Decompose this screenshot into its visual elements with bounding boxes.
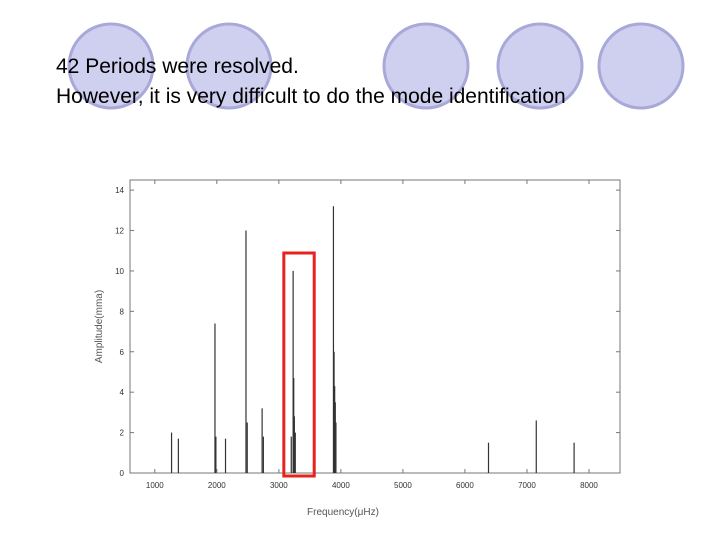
- peaks: [170, 206, 575, 473]
- decor-circle-1: [67, 22, 155, 110]
- x-tick-label: 7000: [518, 481, 536, 490]
- y-axis-ticks: 0 2 4 6 8 10 12 14: [115, 186, 620, 478]
- plot-frame: [129, 179, 621, 474]
- x-tick-label: 2000: [208, 481, 226, 490]
- y-tick-label: 8: [120, 307, 125, 316]
- y-tick-label: 14: [115, 186, 124, 195]
- y-axis-label: Amplitude(mma): [94, 290, 105, 363]
- x-axis-ticks: 1000 2000 3000 4000 5000 6000 7000 8000: [146, 180, 598, 490]
- x-tick-label: 6000: [456, 481, 474, 490]
- decorative-circles: [67, 22, 685, 110]
- highlight-box: [282, 251, 316, 478]
- y-tick-label: 10: [115, 267, 124, 276]
- x-tick-label: 1000: [146, 481, 164, 490]
- title-line-1: 42 Periods were resolved.: [56, 55, 299, 78]
- decor-circle-2: [185, 22, 273, 110]
- amplitude-spectrum-chart: 1000 2000 3000 4000 5000 6000 7000 8000 0 2 4 6 8 10…: [94, 179, 621, 518]
- y-tick-label: 4: [120, 388, 125, 397]
- decor-circle-5: [597, 22, 685, 110]
- y-tick-label: 2: [120, 429, 125, 438]
- x-axis-label: Frequency(μHz): [307, 507, 379, 518]
- x-tick-label: 8000: [580, 481, 598, 490]
- y-tick-label: 6: [120, 348, 125, 357]
- x-tick-label: 4000: [332, 481, 350, 490]
- x-tick-label: 3000: [270, 481, 288, 490]
- y-tick-label: 12: [115, 227, 124, 236]
- x-tick-label: 5000: [394, 481, 412, 490]
- y-tick-label: 0: [120, 469, 125, 478]
- title-line-2: However, it is very difficult to do the …: [56, 85, 566, 108]
- decor-circle-4: [496, 22, 584, 110]
- decor-circle-3: [382, 22, 470, 110]
